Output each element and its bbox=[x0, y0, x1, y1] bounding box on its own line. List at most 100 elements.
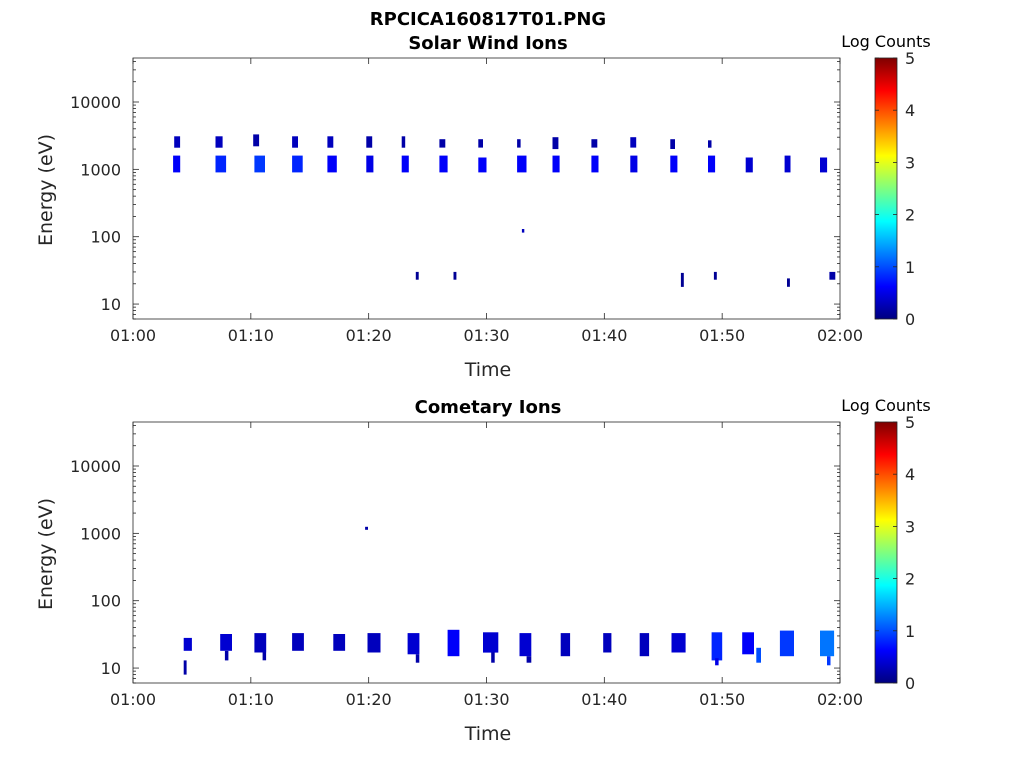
heatmap-cell bbox=[630, 137, 637, 148]
heatmap-cell bbox=[779, 630, 794, 657]
x-tick-label: 01:30 bbox=[463, 326, 509, 345]
panel-title-solar-wind: Solar Wind Ions bbox=[408, 33, 567, 54]
heatmap-cells-cometary bbox=[183, 526, 835, 675]
colorbar-ticks: 0 1 2 3 4 5 bbox=[875, 49, 915, 329]
heatmap-cell bbox=[292, 155, 303, 173]
x-tick-label: 01:10 bbox=[228, 690, 274, 709]
panel-title-cometary: Cometary Ions bbox=[415, 397, 562, 418]
heatmap-cell bbox=[820, 630, 835, 657]
heatmap-cell bbox=[253, 134, 260, 147]
heatmap-cell bbox=[173, 155, 181, 173]
heatmap-cell bbox=[820, 157, 828, 173]
x-tick-label: 01:50 bbox=[699, 690, 745, 709]
panel-solar-wind: Solar Wind Ions 01:00 01:10 01:20 01:30 01:4… bbox=[35, 32, 931, 381]
colorbar-tick-label: 1 bbox=[905, 622, 915, 641]
heatmap-cell bbox=[591, 139, 598, 148]
heatmap-cell bbox=[708, 140, 712, 148]
heatmap-cell bbox=[262, 652, 267, 661]
heatmap-cell bbox=[439, 155, 448, 173]
colorbar-tick-label: 1 bbox=[905, 258, 915, 277]
heatmap-cell bbox=[708, 155, 716, 173]
heatmap-cell bbox=[560, 633, 571, 657]
heatmap-cell bbox=[401, 136, 406, 148]
heatmap-cell bbox=[715, 658, 719, 666]
heatmap-cell bbox=[220, 634, 232, 651]
heatmap-cell bbox=[407, 633, 420, 655]
heatmap-cell bbox=[292, 136, 298, 148]
heatmap-cell bbox=[521, 229, 525, 233]
colorbar-tick-label: 2 bbox=[905, 570, 915, 589]
figure-title: RPCICA160817T01.PNG bbox=[370, 9, 606, 30]
y-axis-label-cometary: Energy (eV) bbox=[35, 498, 57, 610]
heatmap-cell bbox=[215, 136, 223, 148]
x-tick-label: 01:00 bbox=[110, 326, 156, 345]
heatmap-cell bbox=[829, 271, 836, 280]
heatmap-cell bbox=[174, 136, 181, 148]
heatmap-cell bbox=[742, 632, 754, 655]
heatmap-cell bbox=[327, 155, 337, 173]
x-tick-label: 01:40 bbox=[581, 690, 627, 709]
colorbar-tick-label: 0 bbox=[905, 674, 915, 693]
heatmap-cell bbox=[711, 632, 723, 661]
heatmap-cell bbox=[603, 633, 612, 653]
colorbar-tick-label: 5 bbox=[905, 49, 915, 68]
heatmap-cell bbox=[365, 526, 368, 530]
x-tick-label: 01:00 bbox=[110, 690, 156, 709]
y-tick-label: 10 bbox=[101, 295, 121, 314]
colorbar-label: Log Counts bbox=[841, 32, 931, 51]
x-tick-label: 01:30 bbox=[463, 690, 509, 709]
x-tick-label: 01:20 bbox=[346, 690, 392, 709]
heatmap-cell bbox=[478, 157, 487, 173]
heatmap-cell bbox=[401, 155, 409, 173]
heatmap-cell bbox=[713, 271, 717, 280]
heatmap-cell bbox=[671, 633, 686, 653]
y-tick-label: 10000 bbox=[70, 93, 121, 112]
x-tick-label: 02:00 bbox=[817, 690, 863, 709]
x-tick-label: 02:00 bbox=[817, 326, 863, 345]
heatmap-cell bbox=[439, 139, 446, 148]
heatmap-cell bbox=[670, 139, 675, 149]
colorbar-tick-label: 5 bbox=[905, 413, 915, 432]
heatmap-cell bbox=[784, 155, 791, 173]
heatmap-cell bbox=[756, 647, 761, 663]
x-axis-label-solar-wind: Time bbox=[464, 359, 512, 381]
heatmap-cell bbox=[327, 136, 334, 148]
x-tick-label: 01:50 bbox=[699, 326, 745, 345]
heatmap-cell bbox=[292, 633, 304, 651]
plot-frame bbox=[132, 57, 841, 320]
heatmap-cell bbox=[680, 272, 684, 287]
heatmap-cell bbox=[415, 271, 419, 280]
heatmap-cell bbox=[552, 137, 559, 150]
heatmap-cell bbox=[483, 632, 499, 653]
heatmap-cell bbox=[453, 271, 457, 280]
y-tick-label: 1000 bbox=[80, 524, 121, 543]
x-tick-label: 01:10 bbox=[228, 326, 274, 345]
x-tick-label: 01:20 bbox=[346, 326, 392, 345]
colorbar-gradient bbox=[874, 57, 898, 320]
y-tick-label: 10000 bbox=[70, 457, 121, 476]
colorbar-label: Log Counts bbox=[841, 396, 931, 415]
heatmap-cell bbox=[333, 634, 346, 651]
heatmap-cell bbox=[517, 155, 527, 173]
y-tick-label: 100 bbox=[90, 228, 121, 247]
heatmap-cell bbox=[787, 278, 790, 287]
heatmap-cell bbox=[367, 633, 381, 653]
heatmap-cell bbox=[639, 633, 650, 657]
heatmap-cell bbox=[254, 633, 267, 653]
colorbar-tick-label: 3 bbox=[905, 153, 915, 172]
heatmap-cell bbox=[491, 652, 495, 663]
x-axis-label-cometary: Time bbox=[464, 723, 512, 745]
x-tick-label: 01:40 bbox=[581, 326, 627, 345]
colorbar-tick-label: 3 bbox=[905, 517, 915, 536]
heatmap-cell bbox=[630, 155, 638, 173]
y-tick-label: 10 bbox=[101, 659, 121, 678]
heatmap-cell bbox=[552, 155, 560, 173]
heatmap-cell bbox=[517, 139, 521, 148]
y-tick-label: 100 bbox=[90, 592, 121, 611]
axes-cometary: 01:00 01:10 01:20 01:30 01:40 01:50 02:00 10 100… bbox=[70, 421, 863, 709]
panel-cometary: Cometary Ions 01:00 01:10 01:20 01:30 01:40 0… bbox=[35, 396, 931, 745]
heatmap-cells-solar-wind bbox=[173, 134, 836, 287]
heatmap-cell bbox=[215, 155, 227, 173]
y-tick-label: 1000 bbox=[80, 160, 121, 179]
